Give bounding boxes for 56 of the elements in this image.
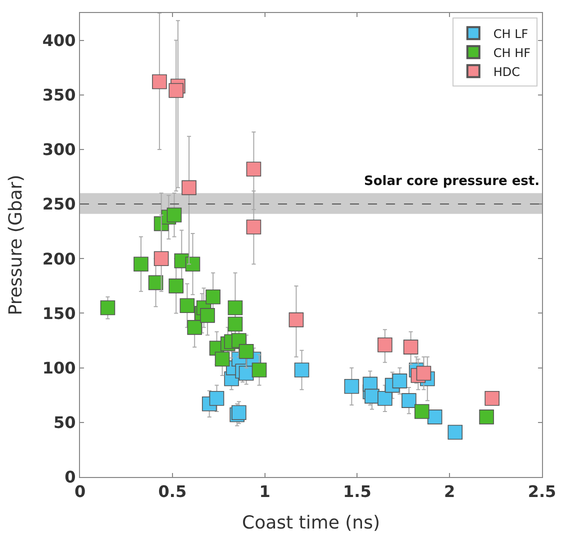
point [154, 251, 169, 266]
point [416, 366, 432, 381]
x-tick-label: 2 [444, 482, 456, 502]
x-tick-label: 1 [259, 482, 270, 502]
point [100, 300, 116, 316]
y-tick-label: 300 [42, 140, 76, 160]
point [448, 424, 463, 440]
y-tick-label: 100 [42, 358, 76, 378]
point [200, 308, 215, 323]
point [187, 320, 202, 335]
x-tick-label: 1.5 [343, 482, 372, 502]
legend-label: CH HF [493, 46, 531, 60]
point [246, 162, 262, 177]
point [180, 298, 195, 313]
point [378, 390, 392, 406]
point [392, 374, 408, 388]
point [209, 390, 224, 406]
point [228, 300, 243, 316]
point [288, 312, 304, 328]
y-tick-label: 50 [54, 413, 76, 432]
point [185, 256, 200, 272]
point [378, 338, 392, 352]
legend-label: HDC [493, 64, 520, 79]
x-tick-label: 0.5 [158, 482, 187, 502]
point [148, 275, 164, 290]
point [403, 340, 418, 354]
y-tick-label: 250 [42, 194, 76, 214]
point [182, 180, 196, 196]
point [168, 278, 184, 294]
point [206, 289, 220, 304]
ref-line-label: Solar core pressure est. [364, 174, 540, 189]
y-axis-title: Pressure (Gbar) [6, 174, 27, 316]
point [168, 83, 184, 98]
y-tick-label: 150 [42, 304, 76, 323]
point [344, 378, 360, 394]
point [228, 316, 243, 332]
point [427, 410, 442, 424]
point [294, 362, 310, 378]
point [134, 256, 148, 272]
point [252, 362, 267, 378]
point [166, 208, 182, 222]
point [402, 393, 416, 408]
point [152, 74, 167, 90]
point [484, 390, 500, 406]
x-axis-title: Coast time (ns) [242, 512, 380, 534]
point [214, 352, 230, 366]
y-tick-label: 0 [64, 468, 76, 487]
point [238, 344, 254, 359]
point [246, 220, 262, 234]
y-tick-label: 400 [42, 30, 76, 50]
point [479, 410, 494, 424]
x-tick-label: 2.5 [528, 482, 556, 502]
point [414, 404, 430, 419]
legend-label: CH LF [493, 26, 528, 41]
y-tick-label: 350 [42, 85, 76, 104]
y-tick-label: 200 [42, 249, 76, 268]
